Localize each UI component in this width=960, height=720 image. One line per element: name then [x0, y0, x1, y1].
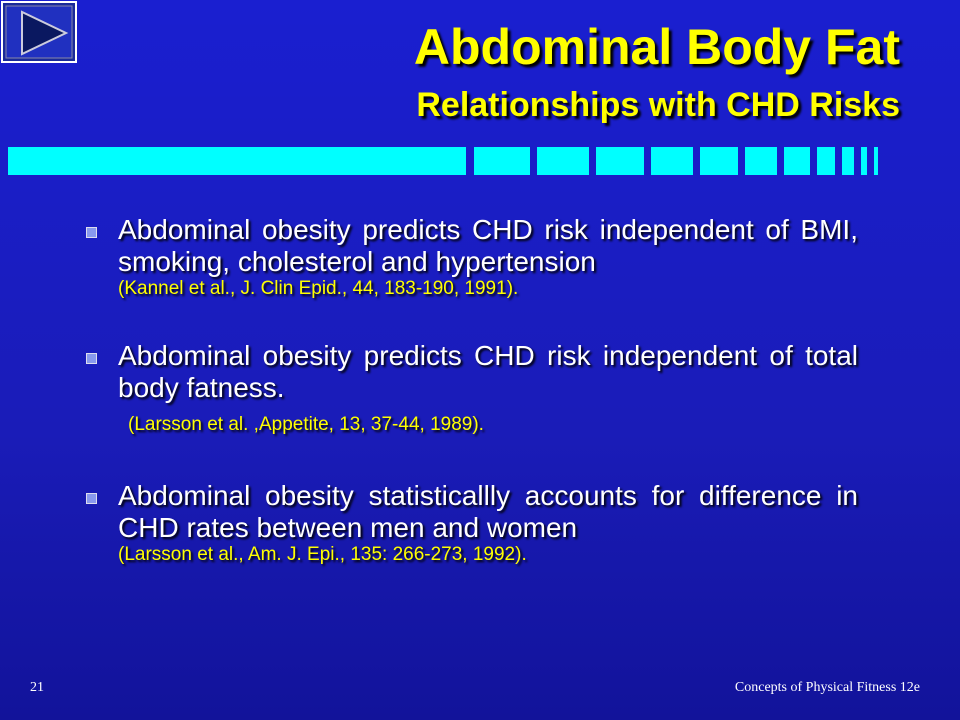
footer-book: Concepts of Physical Fitness 12e: [734, 680, 920, 695]
page-number: 21: [30, 680, 44, 695]
citation: (Larsson et al. ,Appetite, 13, 37-44, 19…: [128, 414, 484, 435]
bullet-text: Abdominal obesity predicts CHD risk inde…: [118, 340, 858, 403]
bullet: [86, 227, 97, 238]
bullet-item: Abdominal obesity predicts CHD risk inde…: [118, 214, 858, 300]
nav-button[interactable]: [0, 0, 80, 66]
bullet-text: Abdominal obesity predicts CHD risk inde…: [118, 214, 858, 277]
bullet-item: Abdominal obesity predicts CHD risk inde…: [118, 340, 858, 436]
title: Abdominal Body Fat: [413, 19, 900, 75]
decorative-bar: [8, 147, 878, 175]
citation: (Larsson et al., Am. J. Epi., 135: 266-2…: [118, 544, 527, 565]
bullet-text: Abdominal obesity statisticallly account…: [118, 480, 858, 543]
citation: (Kannel et al., J. Clin Epid., 44, 183-1…: [118, 278, 519, 299]
bullet: [86, 353, 97, 364]
bullet: [86, 493, 97, 504]
subtitle: Relationships with CHD Risks: [416, 86, 900, 124]
bullet-item: Abdominal obesity statisticallly account…: [118, 480, 858, 566]
